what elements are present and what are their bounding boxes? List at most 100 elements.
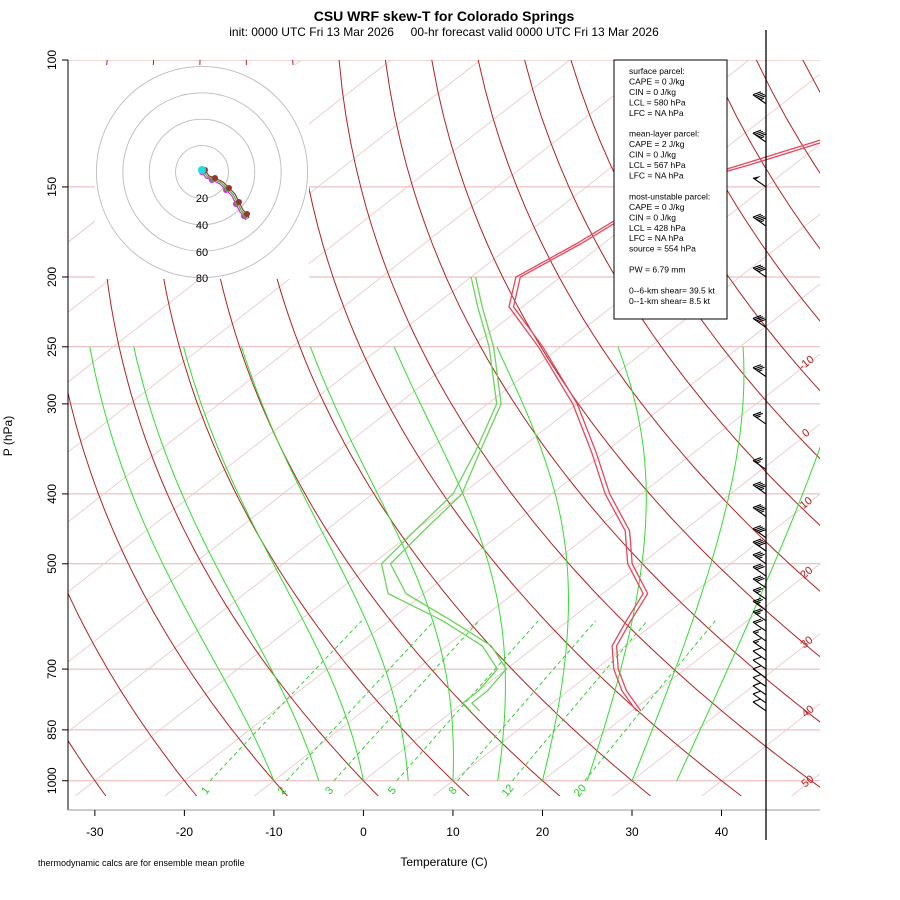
barb-feather	[758, 507, 767, 512]
x-axis-label: Temperature (C)	[400, 855, 487, 869]
wind-barb	[752, 575, 767, 589]
moist-adiabat	[133, 346, 320, 781]
barb-feather	[758, 217, 767, 222]
wind-barb	[752, 504, 767, 518]
stats-line: CIN = 0 J/kg	[629, 212, 676, 222]
barb-feather	[752, 314, 762, 319]
y-tick-label: 500	[45, 553, 59, 573]
chart-title: CSU WRF skew-T for Colorado Springs	[314, 8, 575, 24]
barb-half-feather	[756, 601, 761, 605]
y-tick-label: 200	[45, 267, 59, 287]
barb-half-feather	[756, 612, 761, 615]
wind-barb	[752, 665, 767, 679]
y-tick-label: 1000	[45, 767, 59, 794]
barb-feather	[752, 411, 762, 416]
barb-half-feather	[759, 136, 765, 139]
mixing-ratio-line	[584, 620, 716, 781]
wind-barb	[752, 481, 767, 495]
barb-feather	[756, 93, 765, 98]
isotherm-line	[75, 213, 820, 796]
barb-feather	[752, 628, 762, 633]
barb-feather	[754, 587, 763, 592]
wind-barb	[752, 411, 767, 425]
barb-feather	[752, 264, 762, 269]
hodograph-origin-point	[198, 166, 206, 174]
mixing-ratio-line	[457, 620, 596, 781]
stats-line: CIN = 0 J/kg	[629, 87, 676, 97]
isotherm-line	[68, 143, 820, 733]
wind-barb	[752, 608, 767, 622]
y-tick-label: 250	[45, 336, 59, 356]
moist-adiabat	[496, 346, 569, 781]
moist-adiabat	[631, 346, 745, 781]
y-tick-label: 100	[45, 50, 59, 70]
barb-half-feather	[756, 460, 761, 464]
stats-box-frame	[613, 59, 728, 320]
barb-feather	[752, 129, 762, 134]
stats-line: PW = 6.79 mm	[629, 265, 685, 275]
dry-adiabat	[616, 60, 820, 392]
barb-half-feather	[756, 590, 761, 594]
barb-half-feather	[756, 415, 761, 419]
wind-barb	[752, 628, 767, 642]
barb-feather	[758, 268, 767, 273]
barb-feather	[754, 482, 763, 487]
barb-feather	[752, 682, 762, 687]
hodograph-point	[212, 175, 218, 181]
barb-feather	[752, 364, 762, 369]
wind-barb	[752, 597, 767, 611]
hodograph-point	[244, 211, 250, 217]
isotherm-label: 10	[798, 495, 815, 512]
dry-adiabat	[896, 60, 900, 796]
barb-feather	[752, 690, 762, 695]
mixing-ratio-line	[209, 620, 363, 782]
dewpoint-profile	[380, 276, 499, 712]
barb-feather	[756, 540, 765, 545]
barb-half-feather	[754, 631, 759, 634]
stats-line: LFC = NA hPa	[629, 171, 684, 181]
barb-feather	[752, 551, 762, 556]
barb-feather	[752, 575, 762, 580]
wind-barb	[752, 538, 767, 552]
mixing-ratio-label: 8	[447, 785, 460, 797]
stats-line: LCL = 580 hPa	[629, 97, 686, 107]
hodograph-ring-label: 20	[196, 193, 208, 205]
stats-line: CIN = 0 J/kg	[629, 150, 676, 160]
hodograph-ring	[122, 92, 282, 252]
barb-feather	[752, 481, 762, 486]
mixing-ratio-label: 3	[323, 785, 336, 797]
barb-feather	[752, 656, 762, 661]
barb-feather	[754, 365, 763, 370]
wind-barb	[752, 129, 767, 143]
isotherm-line	[881, 60, 900, 796]
barb-feather	[754, 412, 763, 417]
stats-line: LCL = 567 hPa	[629, 160, 686, 170]
barb-feather	[758, 528, 767, 533]
barb-feather	[754, 505, 763, 510]
isotherm-line	[68, 60, 571, 453]
hodograph: 20 40 60 80	[95, 65, 309, 285]
mixing-ratio-line	[396, 620, 539, 782]
mixing-ratio-label: 12	[500, 782, 517, 799]
wind-barb	[752, 673, 767, 687]
stats-line: LFC = NA hPa	[629, 233, 684, 243]
barb-feather	[752, 673, 762, 678]
wind-barb	[752, 551, 767, 565]
barb-feather	[754, 526, 763, 531]
wind-barb	[752, 213, 767, 227]
footnote: thermodynamic calcs are for ensemble mea…	[38, 858, 245, 868]
barb-shaft	[752, 677, 767, 687]
mixing-ratio-label: 5	[386, 785, 399, 797]
wind-barb	[752, 638, 767, 652]
isotherm-label: 40	[800, 703, 817, 720]
hodograph-point	[226, 185, 232, 191]
stats-line: mean-layer parcel:	[629, 129, 699, 139]
barb-half-feather	[754, 640, 759, 644]
dry-adiabat	[802, 60, 820, 94]
dry-adiabat	[338, 60, 820, 788]
stats-line: 0--1-km shear= 8.5 kt	[629, 296, 711, 306]
barb-feather	[752, 213, 762, 218]
barb-feather	[752, 647, 762, 652]
y-tick-label: 850	[45, 720, 59, 740]
y-tick-label: 150	[45, 177, 59, 197]
